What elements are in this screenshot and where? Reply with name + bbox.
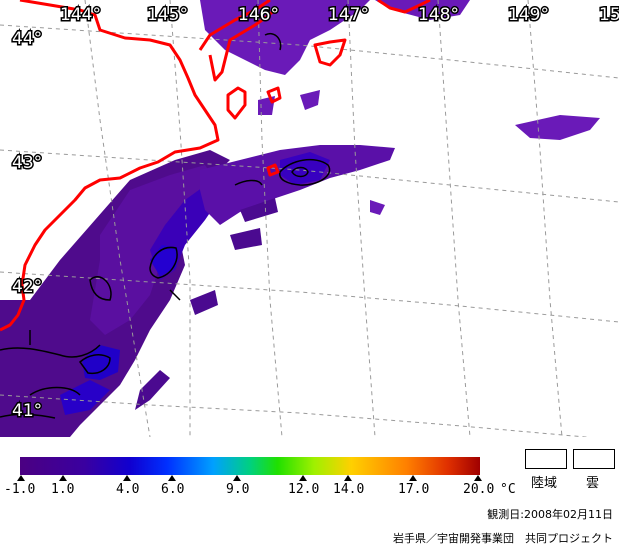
colorbar-tick-label: 14.0 xyxy=(333,482,365,497)
longitude-label: 146° xyxy=(238,5,279,25)
colorbar-tick xyxy=(59,475,67,481)
temperature-unit: °C xyxy=(500,482,516,497)
sst-region xyxy=(300,90,320,110)
colorbar-tick xyxy=(168,475,176,481)
sst-field xyxy=(0,0,600,437)
isotherm-contours xyxy=(0,33,331,419)
cloud-key-label: 雲 xyxy=(586,476,600,491)
latitude-label: 41° xyxy=(12,401,42,421)
colorbar-tick-label: 1.0 xyxy=(51,482,75,497)
longitude-label: 148° xyxy=(418,5,459,25)
sst-region xyxy=(230,228,262,250)
sst-region xyxy=(190,290,218,315)
sst-region xyxy=(60,380,110,415)
graticule xyxy=(0,0,619,437)
sea-surface-temperature-map: 144° 145° 146° 147° 148° 149° 15 44° 43°… xyxy=(0,0,619,437)
longitude-label: 147° xyxy=(328,5,369,25)
sst-region xyxy=(135,370,170,410)
longitude-label: 144° xyxy=(60,5,101,25)
longitude-label: 145° xyxy=(147,5,188,25)
colorbar-tick-label: 9.0 xyxy=(226,482,250,497)
peninsula-coast xyxy=(208,8,276,82)
sst-region xyxy=(240,198,278,222)
colorbar-tick xyxy=(233,475,241,481)
land-key-box xyxy=(525,449,567,469)
colorbar-tick-label: 20.0 xyxy=(463,482,495,497)
latitude-label: 43° xyxy=(12,153,42,173)
latitude-label: 42° xyxy=(12,277,42,297)
colorbar-tick-label: 4.0 xyxy=(116,482,140,497)
observation-date: 観測日:2008年02月11日 xyxy=(487,508,613,521)
sst-region xyxy=(515,115,600,140)
colorbar-tick-label: 12.0 xyxy=(288,482,320,497)
sst-region xyxy=(82,345,120,380)
longitude-label: 149° xyxy=(508,5,549,25)
temperature-colorbar xyxy=(20,457,480,475)
cloud-key-box xyxy=(573,449,615,469)
sst-region xyxy=(375,0,470,20)
colorbar-tick xyxy=(474,475,482,481)
peninsula-coast xyxy=(198,0,271,51)
colorbar-tick xyxy=(409,475,417,481)
land-key-label: 陸域 xyxy=(531,476,558,491)
colorbar-tick-label: -1.0 xyxy=(4,482,36,497)
sst-region xyxy=(200,0,370,75)
legend: -1.0 1.0 4.0 6.0 9.0 12.0 14.0 17.0 20.0… xyxy=(0,440,619,546)
island-coast xyxy=(377,0,431,14)
colorbar-tick xyxy=(123,475,131,481)
colorbar-tick-label: 17.0 xyxy=(398,482,430,497)
island-coast xyxy=(226,86,247,120)
colorbar-tick xyxy=(344,475,352,481)
coastline xyxy=(0,0,431,332)
colorbar-tick-label: 6.0 xyxy=(161,482,185,497)
longitude-label: 15 xyxy=(599,5,619,25)
latitude-label: 44° xyxy=(12,29,42,49)
island-coast xyxy=(266,86,282,104)
island-coast xyxy=(266,163,280,177)
colorbar-tick xyxy=(17,475,25,481)
hokkaido-honshu-coast xyxy=(0,0,220,332)
colorbar-tick xyxy=(299,475,307,481)
credit-text: 岩手県／宇宙開発事業団 共同プロジェクト xyxy=(393,532,613,545)
island-coast xyxy=(313,38,347,67)
sst-region xyxy=(370,200,385,215)
